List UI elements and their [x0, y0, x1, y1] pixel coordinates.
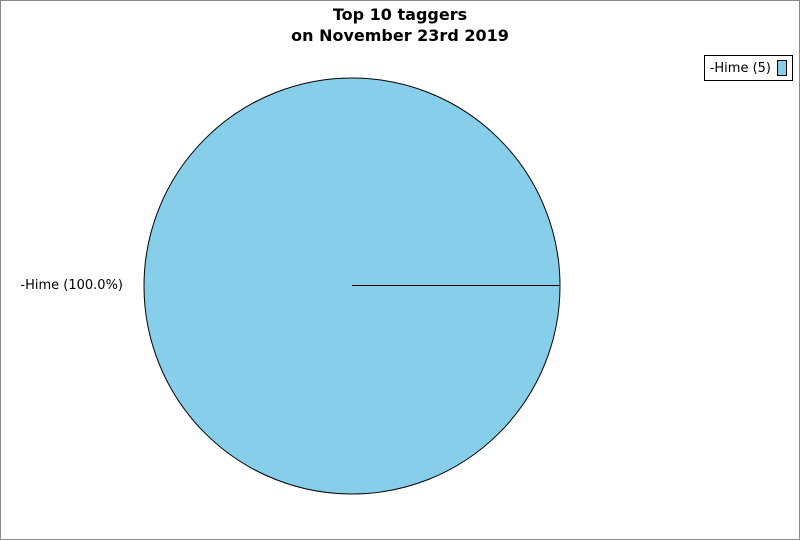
legend: -Hime (5): [704, 55, 793, 81]
chart-title-line1: Top 10 taggers: [332, 5, 468, 24]
chart-title: Top 10 taggers on November 23rd 2019: [1, 4, 799, 46]
legend-swatch: [777, 60, 787, 76]
pie-slice-label: -Hime (100.0%): [20, 278, 123, 293]
legend-entry-label: -Hime (5): [709, 60, 771, 76]
chart-title-line2: on November 23rd 2019: [291, 26, 509, 45]
